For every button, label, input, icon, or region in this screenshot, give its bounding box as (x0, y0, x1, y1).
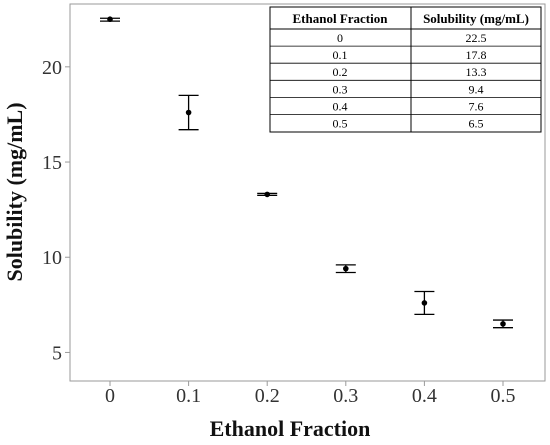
table-cell-solubility: 7.6 (469, 99, 484, 113)
plot-frame (69, 3, 546, 382)
y-axis-title: Solubility (mg/mL) (2, 102, 27, 281)
table-cell-ethanol-fraction: 0.2 (333, 65, 348, 79)
table-cell-solubility: 17.8 (466, 48, 487, 62)
table-cell-ethanol-fraction: 0.3 (333, 82, 348, 96)
table-frame (269, 6, 542, 133)
y-tick-label: 5 (52, 342, 62, 364)
x-axis-title: Ethanol Fraction (210, 416, 371, 441)
data-point (421, 300, 428, 306)
data-points (107, 16, 506, 327)
data-point (343, 265, 349, 272)
y-tick-label: 20 (42, 57, 62, 79)
table-cell-solubility: 9.4 (469, 82, 484, 96)
data-point (107, 16, 113, 23)
y-axis: 5 10 15 20 (42, 57, 70, 364)
data-point (185, 109, 192, 116)
data-table: Ethanol Fraction Solubility (mg/mL) 0 22.… (269, 6, 542, 133)
table-header-solubility: Solubility (mg/mL) (423, 11, 529, 26)
table-cell-solubility: 6.5 (469, 117, 484, 131)
table-cell-ethanol-fraction: 0.4 (333, 99, 348, 113)
table-cell-solubility: 13.3 (466, 65, 487, 79)
x-tick-label: 0 (105, 385, 115, 407)
x-tick-label: 0.2 (255, 385, 280, 407)
data-point (264, 191, 271, 198)
y-tick-label: 15 (42, 152, 62, 174)
data-point (500, 321, 506, 327)
y-tick-label: 10 (42, 247, 62, 269)
x-tick-label: 0.3 (333, 385, 358, 407)
table-rows: 0 22.5 0.1 17.8 0.2 13.3 0.3 9.4 0.4 7.6 0.5 6.5 (270, 31, 541, 131)
x-tick-label: 0.5 (491, 385, 516, 407)
x-tick-label: 0.1 (176, 385, 201, 407)
table-header-ethanol-fraction: Ethanol Fraction (293, 11, 389, 26)
x-tick-label: 0.4 (412, 385, 437, 407)
x-axis: 0 0.1 0.2 0.3 0.4 0.5 (105, 381, 516, 407)
table-cell-ethanol-fraction: 0.1 (333, 48, 348, 62)
table-cell-solubility: 22.5 (466, 31, 487, 45)
table-cell-ethanol-fraction: 0 (337, 31, 343, 45)
table-cell-ethanol-fraction: 0.5 (333, 117, 348, 131)
